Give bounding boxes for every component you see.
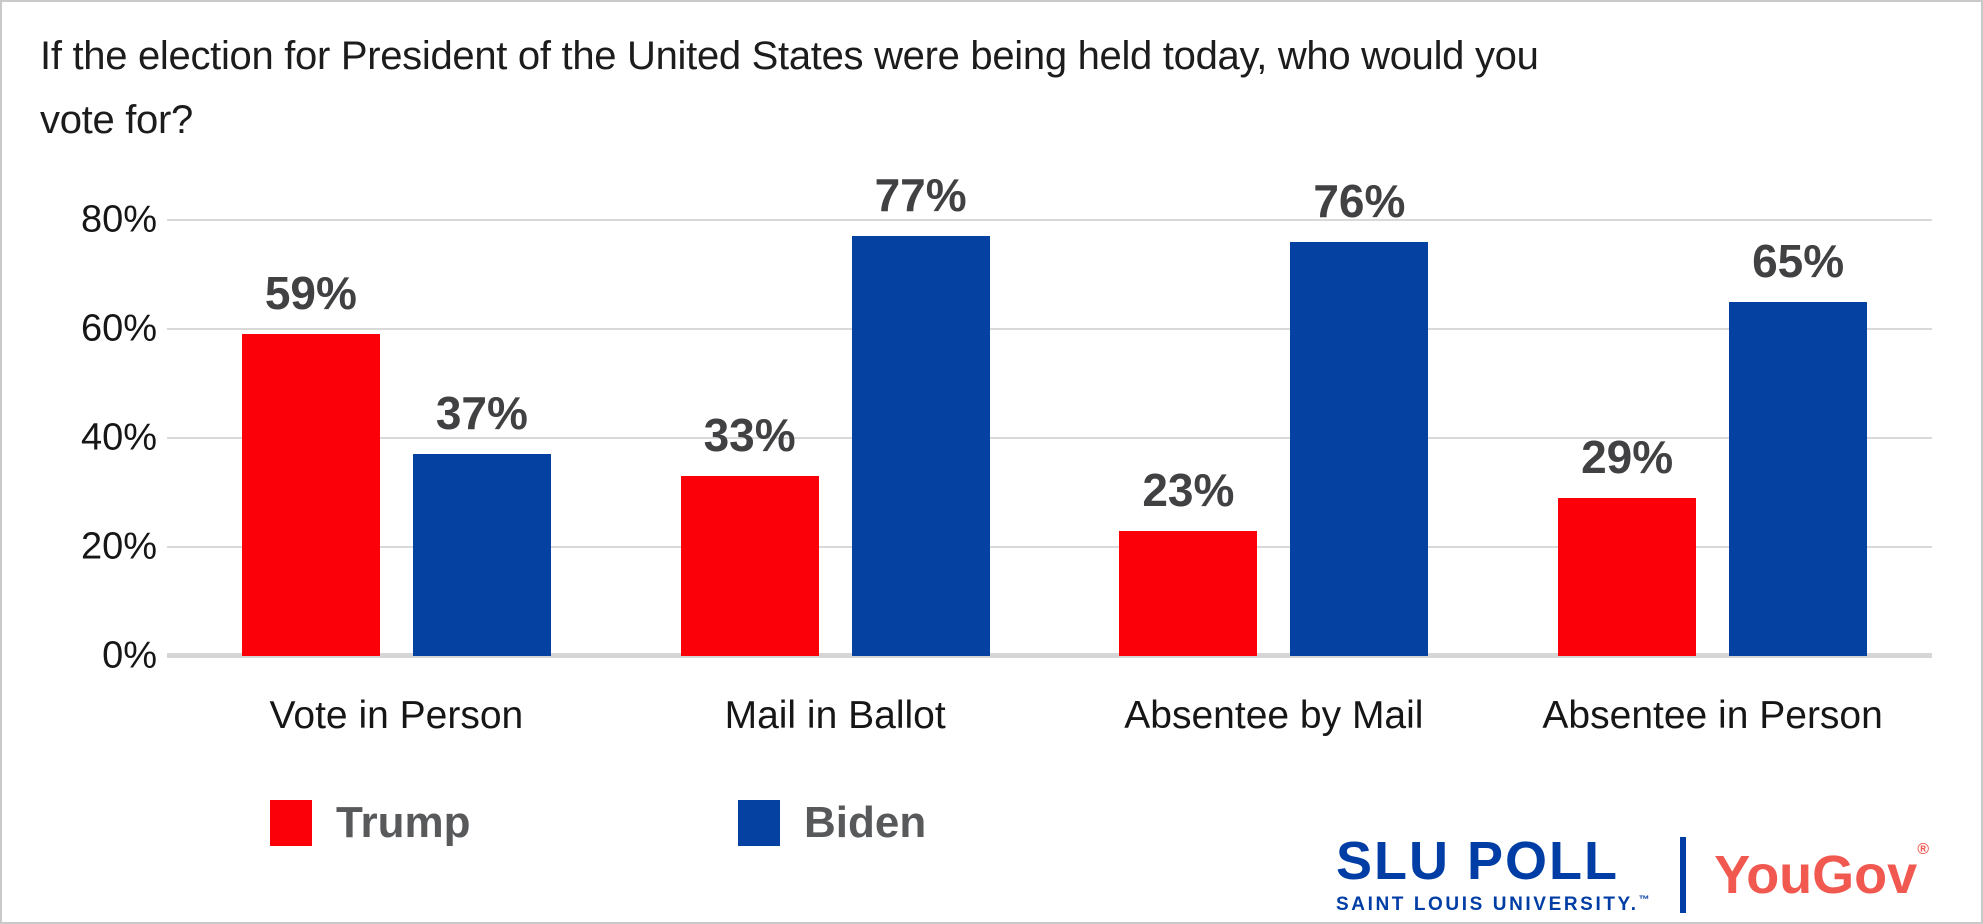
plot-area: 59% 37% 33% 77% 23% 76% 29% 65% [167,111,1932,658]
trump-bar: 29% [1558,431,1697,656]
y-tick-label: 40% [80,416,157,459]
footer-logos: SLU POLL SAINT LOUIS UNIVERSITY.™ YouGov… [1336,833,1929,916]
logo-separator [1680,836,1687,913]
gridline [167,546,1932,548]
legend-label-trump: Trump [336,798,471,847]
trump-color-swatch [270,800,312,846]
trump-bar: 33% [680,409,819,656]
bar-value-label: 23% [1142,463,1235,516]
chart-title-line1: If the election for President of the Uni… [40,34,1539,78]
yougov-wordmark: YouGov [1714,844,1918,905]
bar-group: 23% 76% [1055,111,1494,656]
bar-value-label: 77% [874,169,967,222]
y-tick-label: 20% [80,525,157,568]
x-axis: Vote in Person Mail in Ballot Absentee by … [177,694,1932,738]
trump-bar: 59% [241,267,380,656]
gridline [167,437,1932,439]
bar-value-label: 29% [1581,430,1674,483]
legend-label-biden: Biden [804,798,927,847]
chart-title: If the election for President of the Uni… [40,24,1539,152]
x-category-label: Absentee in Person [1542,694,1883,737]
registered-symbol: ® [1917,840,1929,858]
bar-group: 59% 37% [177,111,616,656]
legend-item-biden: Biden [738,798,926,848]
x-category-label: Mail in Ballot [724,694,946,737]
slu-poll-wordmark: SLU POLL [1335,831,1619,892]
y-axis: 80% 60% 40% 20% 0% [30,111,157,677]
slu-subtitle: SAINT LOUIS UNIVERSITY.™ [1336,894,1652,916]
y-tick-label: 80% [80,198,157,241]
bar-value-label: 59% [264,267,357,320]
chart-title-line2: vote for? [40,98,193,142]
slu-subtitle-text: SAINT LOUIS UNIVERSITY. [1335,894,1639,915]
bar-value-label: 65% [1752,234,1845,287]
biden-color-swatch [738,800,780,846]
trump-bar: 23% [1119,464,1258,656]
y-tick-label: 0% [102,634,157,677]
biden-bar: 65% [1729,235,1868,656]
bar-value-label: 37% [435,387,528,440]
gridline [167,219,1932,221]
biden-bar: 76% [1290,175,1429,656]
bar-group: 29% 65% [1493,111,1932,656]
x-category-label: Absentee by Mail [1124,694,1424,737]
legend-item-trump: Trump [270,798,470,848]
legend: Trump Biden [2,798,1981,858]
gridline [167,328,1932,330]
bar-groups: 59% 37% 33% 77% 23% 76% 29% 65% [177,111,1932,656]
biden-bar: 37% [412,387,551,656]
bar-value-label: 33% [703,409,796,462]
slu-poll-logo: SLU POLL SAINT LOUIS UNIVERSITY.™ [1336,833,1652,916]
bar-value-label: 76% [1313,174,1406,227]
bar-group: 33% 77% [616,111,1055,656]
biden-bar: 77% [851,169,990,656]
trademark-symbol: ™ [1638,894,1653,906]
x-axis-line [167,653,1932,658]
y-tick-label: 60% [80,307,157,350]
yougov-logo: YouGov® [1714,841,1929,905]
x-category-label: Vote in Person [269,694,524,737]
